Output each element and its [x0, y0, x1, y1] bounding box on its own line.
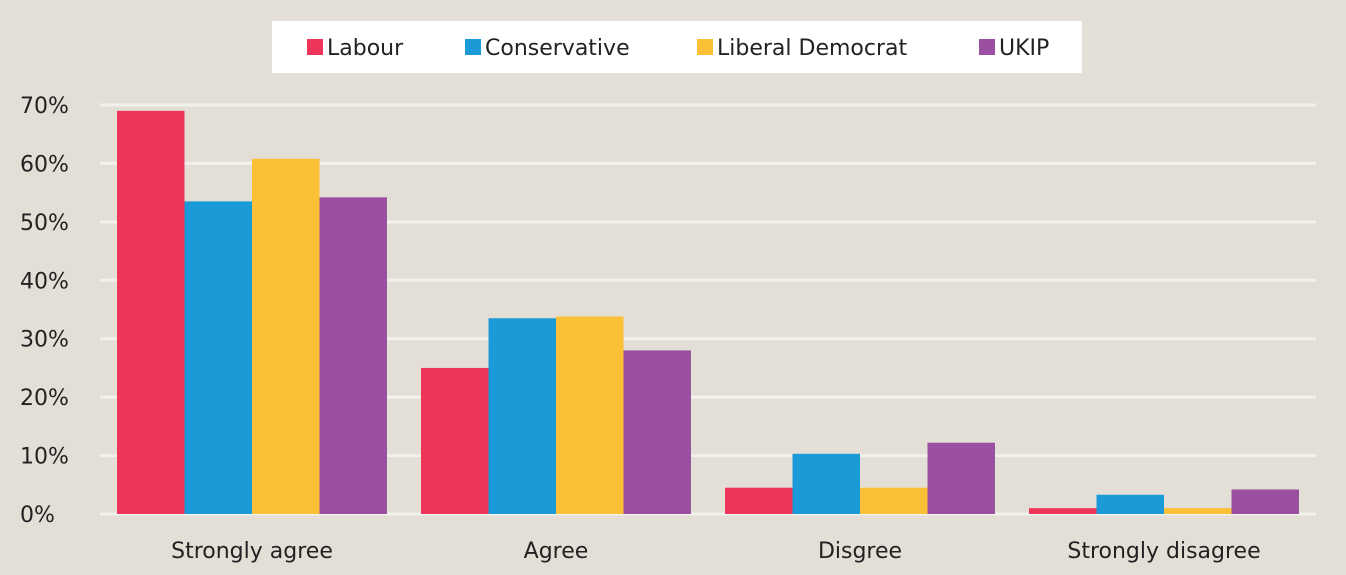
- legend-label: Liberal Democrat: [717, 36, 907, 61]
- y-tick-label: 0%: [20, 503, 55, 528]
- y-tick-label: 30%: [20, 328, 69, 353]
- bar-liberal-democrat: [860, 487, 928, 514]
- bar-liberal-democrat: [556, 316, 624, 514]
- x-tick-label: Strongly agree: [171, 539, 333, 564]
- y-tick-label: 70%: [20, 94, 69, 119]
- bar-conservative: [792, 453, 860, 514]
- legend-swatch: [697, 39, 713, 55]
- y-tick-label: 50%: [20, 211, 69, 236]
- x-tick-label: Disgree: [818, 539, 902, 564]
- bar-labour: [117, 110, 185, 514]
- y-tick-label: 10%: [20, 445, 69, 470]
- x-axis: Strongly agree Agree Disgree Strongly disag…: [171, 539, 1261, 564]
- bars: [117, 110, 1299, 515]
- bar-ukip: [319, 197, 387, 514]
- legend-label: UKIP: [999, 36, 1049, 61]
- legend-swatch: [307, 39, 323, 55]
- bar-liberal-democrat: [1164, 508, 1232, 514]
- legend-label: Labour: [327, 36, 404, 61]
- y-tick-label: 40%: [20, 269, 69, 294]
- bar-labour: [1029, 508, 1097, 514]
- y-tick-label: 60%: [20, 152, 69, 177]
- bar-labour: [421, 367, 489, 514]
- bar-liberal-democrat: [252, 158, 320, 515]
- legend-background: [272, 21, 1082, 73]
- bar-ukip: [927, 442, 995, 514]
- x-tick-label: Strongly disagree: [1067, 539, 1260, 564]
- y-tick-label: 20%: [20, 386, 69, 411]
- legend-swatch: [465, 39, 481, 55]
- bar-conservative: [184, 201, 252, 514]
- y-axis: 0% 10% 20% 30% 40% 50% 60% 70%: [20, 94, 69, 528]
- bar-labour: [725, 487, 793, 514]
- legend-swatch: [979, 39, 995, 55]
- bar-conservative: [1096, 494, 1164, 514]
- bar-ukip: [1231, 489, 1299, 514]
- x-tick-label: Agree: [524, 539, 589, 564]
- legend: Labour Conservative Liberal Democrat UKIP: [272, 21, 1082, 73]
- bar-ukip: [623, 350, 691, 514]
- bar-conservative: [488, 318, 556, 514]
- legend-label: Conservative: [485, 36, 630, 61]
